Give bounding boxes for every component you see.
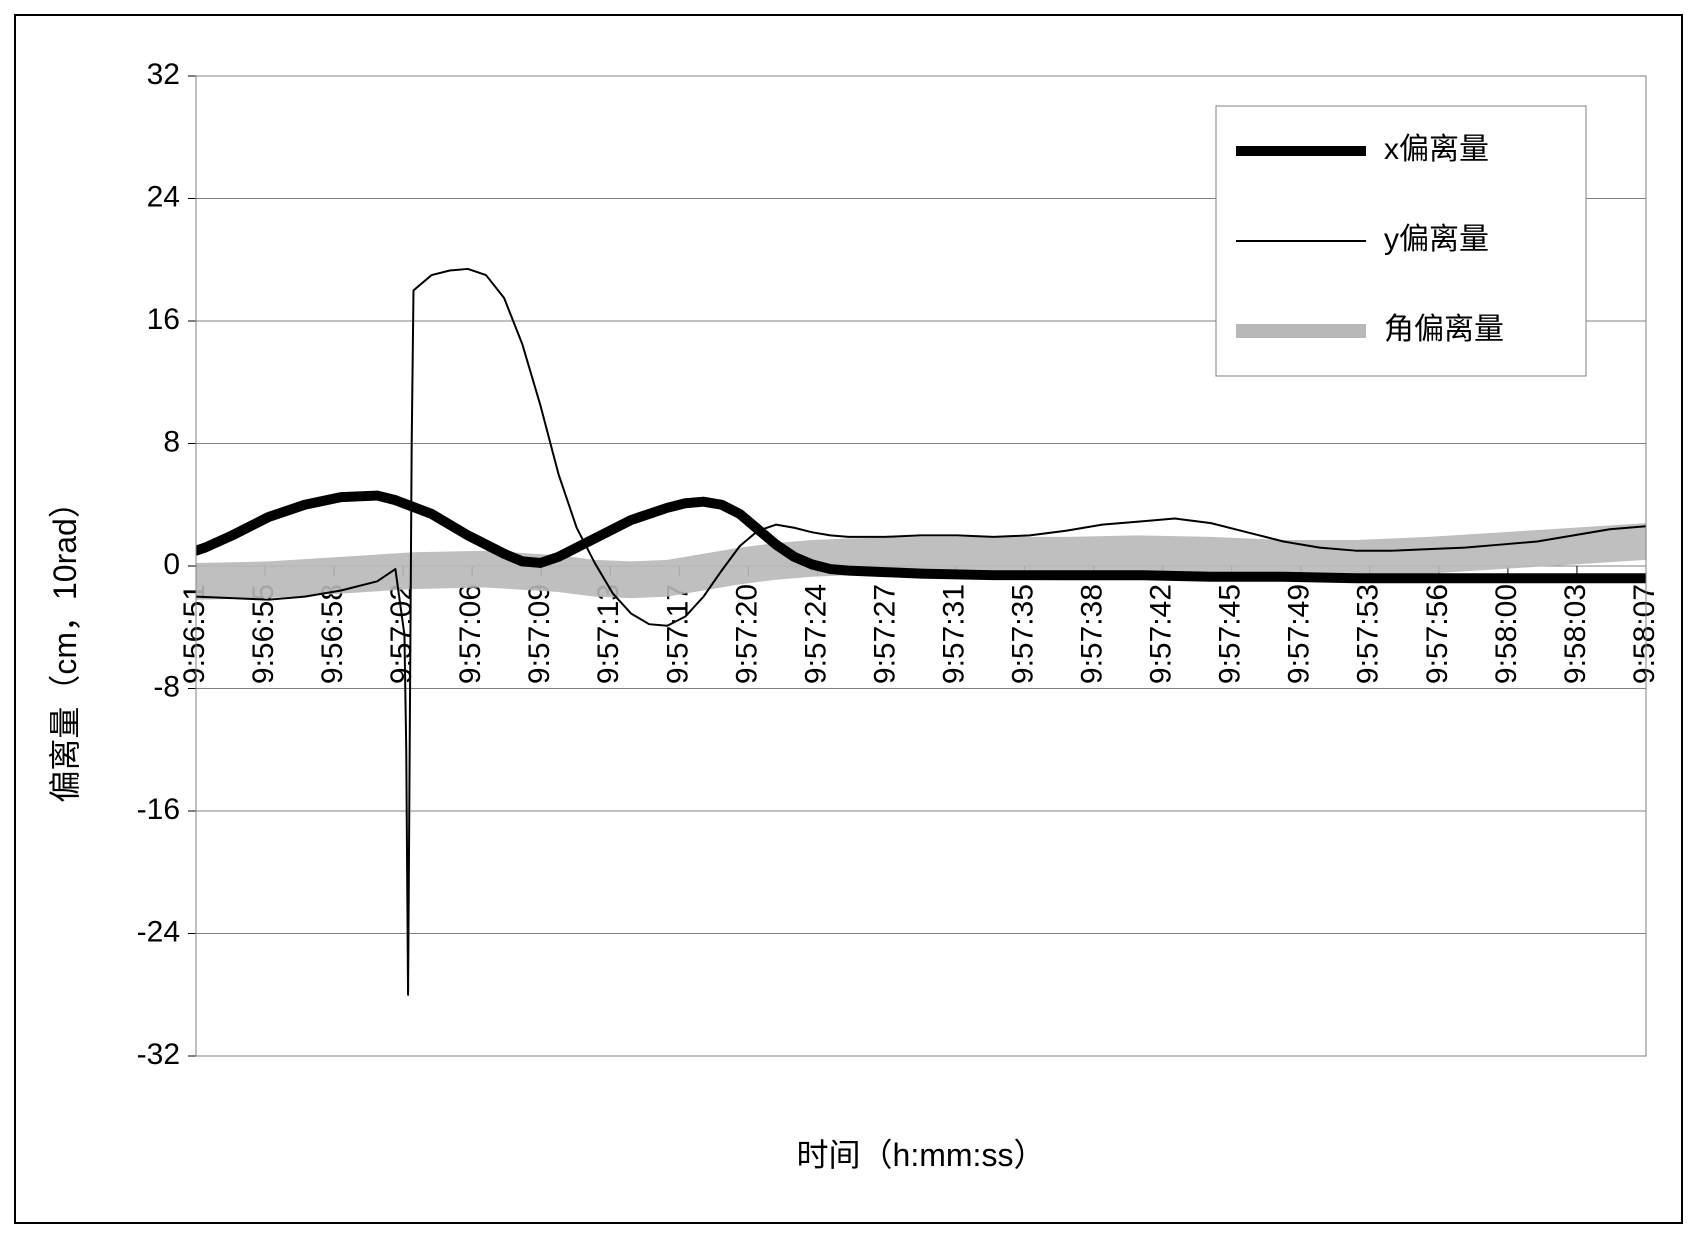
x-tick-label: 9:58:03 [1559,584,1592,684]
x-tick-label: 9:57:45 [1214,584,1247,684]
y-tick-label: -16 [137,793,180,826]
x-tick-label: 9:57:13 [592,584,625,684]
x-tick-label: 9:58:07 [1628,584,1661,684]
y-tick-label: 16 [147,303,180,336]
y-tick-label: 32 [147,58,180,91]
x-tick-label: 9:57:42 [1145,584,1178,684]
x-tick-label: 9:57:56 [1421,584,1454,684]
y-tick-label: -8 [153,670,180,703]
y-tick-label: 24 [147,180,180,213]
x-tick-label: 9:57:38 [1076,584,1109,684]
x-tick-label: 9:58:00 [1490,584,1523,684]
legend: x偏离量 y偏离量角偏离量 [1216,106,1586,376]
x-tick-label: 9:57:53 [1352,584,1385,684]
x-tick-label: 9:57:27 [868,584,901,684]
y-tick-label: 0 [163,548,180,581]
legend-entry-label: x偏离量 [1384,133,1489,166]
x-tick-label: 9:56:58 [316,584,349,684]
x-tick-label: 9:57:35 [1006,584,1039,684]
legend-entry-label: y偏离量 [1384,223,1489,256]
chart-inner-frame: -32-24-16-8081624329:56:519:56:559:56:58… [14,14,1683,1224]
x-tick-label: 9:57:20 [730,584,763,684]
y-tick-label: -32 [137,1038,180,1071]
x-tick-label: 9:57:24 [799,584,832,684]
x-tick-label: 9:57:02 [385,584,418,684]
x-tick-label: 9:57:17 [661,584,694,684]
x-axis-label: 时间（h:mm:ss） [797,1137,1046,1173]
x-tick-label: 9:57:06 [454,584,487,684]
x-tick-label: 9:57:31 [937,584,970,684]
y-tick-label: 8 [163,425,180,458]
x-tick-label: 9:57:09 [523,584,556,684]
x-tick-label: 9:57:49 [1283,584,1316,684]
y-tick-label: -24 [137,915,180,948]
y-axis-label: 偏离量（cm，10rad） [47,486,83,803]
chart-svg: -32-24-16-8081624329:56:519:56:559:56:58… [16,16,1685,1226]
chart-outer-frame: -32-24-16-8081624329:56:519:56:559:56:58… [0,0,1697,1238]
legend-entry-label: 角偏离量 [1384,313,1504,346]
